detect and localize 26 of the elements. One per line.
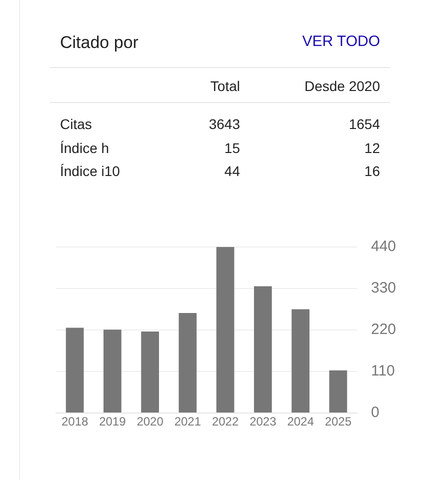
x-tick-label: 2018 — [61, 414, 88, 428]
x-tick-label: 2020 — [136, 414, 164, 428]
text: VER TODO — [302, 33, 380, 52]
y-tick-label: 110 — [370, 362, 395, 380]
text: Índice i10 — [60, 162, 121, 181]
x-tick-label: 2019 — [99, 414, 126, 428]
text: 15 — [223, 138, 240, 158]
y-tick-label: 330 — [370, 279, 396, 296]
x-tick-label: 2025 — [324, 414, 352, 428]
text: Citas — [60, 115, 93, 134]
text: 44 — [223, 162, 240, 181]
y-tick-label: 220 — [370, 320, 396, 338]
x-tick-label: 2024 — [287, 414, 314, 428]
y-tick-label: 440 — [370, 238, 396, 255]
text: 3643 — [208, 115, 240, 134]
text: Total — [209, 78, 240, 94]
x-tick-label: 2021 — [174, 414, 202, 428]
text: Desde 2020 — [303, 78, 380, 94]
text: 1654 — [348, 115, 380, 134]
x-tick-label: 2023 — [250, 414, 277, 428]
text: 16 — [363, 162, 380, 181]
text: 12 — [363, 138, 380, 158]
text: Citado por — [60, 33, 138, 53]
y-tick-label: 0 — [370, 404, 380, 421]
text: Índice h — [60, 138, 110, 158]
x-tick-label: 2022 — [212, 414, 239, 428]
